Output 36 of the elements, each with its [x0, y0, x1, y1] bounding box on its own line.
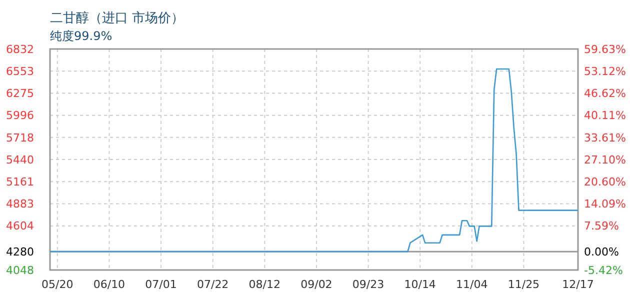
- y2-tick-label: 33.61%: [584, 131, 626, 144]
- y2-tick-label: -5.42%: [584, 264, 623, 277]
- y2-tick-label: 40.11%: [584, 109, 626, 122]
- x-tick-label: 05/20: [42, 278, 74, 291]
- y2-tick-label: 20.60%: [584, 175, 626, 188]
- chart-subtitle: 纯度99.9%: [50, 29, 112, 43]
- x-tick-label: 11/04: [456, 278, 488, 291]
- y-tick-label: 4280: [6, 245, 34, 258]
- y2-tick-label: 59.63%: [584, 42, 626, 56]
- chart-title: 二甘醇（进口 市场价）: [50, 11, 184, 26]
- y-tick-label: 5996: [6, 109, 34, 122]
- y2-tick-label: 53.12%: [584, 64, 626, 78]
- y-tick-label: 4883: [6, 198, 34, 211]
- y2-tick-label: 7.59%: [584, 220, 619, 233]
- x-tick-label: 10/14: [404, 278, 436, 291]
- y-tick-label: 5161: [6, 176, 34, 188]
- y2-tick-label: 0.00%: [584, 245, 619, 258]
- x-tick-label: 09/02: [300, 278, 332, 291]
- y-tick-label: 4048: [6, 264, 34, 277]
- y2-tick-label: 46.62%: [584, 87, 626, 100]
- y2-tick-label: 14.09%: [584, 198, 626, 211]
- x-tick-label: 07/01: [145, 278, 177, 291]
- y-tick-label: 5718: [6, 131, 34, 144]
- x-tick-label: 08/12: [248, 278, 281, 291]
- x-tick-label: 12/17: [562, 278, 594, 291]
- x-tick-label: 09/23: [352, 278, 384, 291]
- y-tick-label: 6832: [6, 42, 34, 56]
- x-tick-label: 06/10: [93, 278, 126, 291]
- x-tick-label: 07/22: [196, 278, 229, 291]
- y-tick-label: 5440: [6, 153, 34, 166]
- line-series: [49, 68, 579, 252]
- y-tick-label: 4604: [6, 220, 34, 233]
- y2-tick-label: 27.10%: [584, 153, 626, 166]
- y-tick-label: 6553: [6, 65, 34, 78]
- y-tick-label: 6275: [6, 87, 34, 100]
- x-tick-label: 11/25: [508, 278, 540, 291]
